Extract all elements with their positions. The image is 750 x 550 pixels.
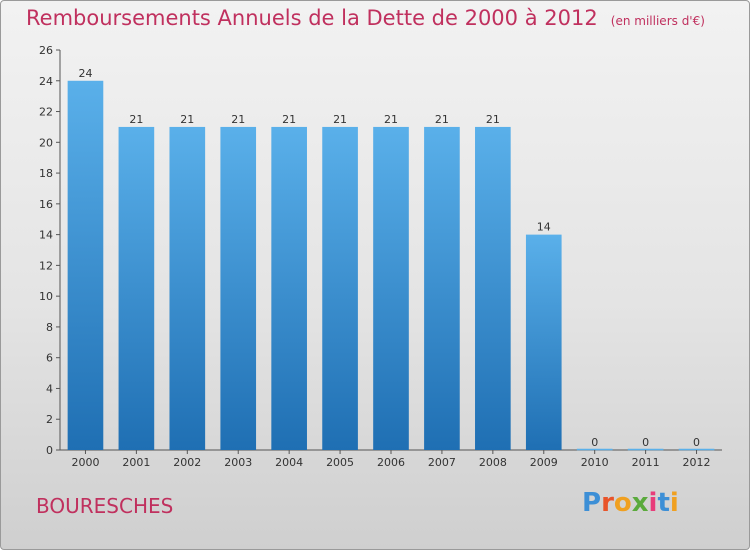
y-tick-label: 16 [39,198,53,211]
data-label: 21 [231,113,245,126]
y-tick-label: 14 [39,229,53,242]
x-tick-label: 2001 [122,456,150,469]
data-label: 21 [180,113,194,126]
bar [373,126,409,450]
x-tick-label: 2009 [530,456,558,469]
x-tick-label: 2003 [224,456,252,469]
bar [475,126,511,450]
logo-letter: i [669,488,679,518]
x-tick-label: 2012 [683,456,711,469]
logo-letter: o [613,488,632,518]
x-tick-label: 2004 [275,456,303,469]
y-tick-label: 4 [46,382,53,395]
data-label: 21 [333,113,347,126]
bar [169,126,206,450]
bar [271,126,307,450]
y-tick-label: 12 [39,259,53,272]
bar [525,234,562,450]
commune-name: BOURESCHES [36,494,174,518]
logo-letter: r [601,488,614,518]
title-text: Remboursements Annuels de la Dette de 20… [26,6,598,30]
data-label: 21 [486,113,500,126]
y-tick-label: 10 [39,290,53,303]
logo-letter: x [631,488,649,518]
logo-letter: t [657,488,670,518]
x-tick-label: 2010 [581,456,609,469]
x-tick-label: 2000 [71,456,99,469]
y-tick-label: 20 [39,136,53,149]
chart-title: Remboursements Annuels de la Dette de 20… [26,6,705,30]
bar [118,126,155,450]
data-label: 14 [537,221,551,234]
bar [322,126,358,450]
proxiti-logo: Proxiti [582,488,679,518]
data-label: 21 [384,113,398,126]
data-label: 24 [78,67,92,80]
y-tick-label: 26 [39,44,53,57]
x-tick-label: 2008 [479,456,507,469]
y-tick-label: 6 [46,352,53,365]
y-tick-label: 8 [46,321,53,334]
y-tick-label: 24 [39,75,53,88]
data-label: 21 [435,113,449,126]
y-tick-label: 18 [39,167,53,180]
unit-text: (en milliers d'€) [610,14,705,28]
x-tick-label: 2011 [632,456,660,469]
y-tick-label: 2 [46,413,53,426]
x-tick-label: 2006 [377,456,405,469]
bar [424,126,460,450]
y-tick-label: 22 [39,106,53,119]
data-label: 21 [282,113,296,126]
logo-letter: P [582,488,602,518]
y-tick-label: 0 [46,444,53,457]
x-tick-label: 2007 [428,456,456,469]
bar [220,126,257,450]
data-label: 0 [642,436,649,449]
data-label: 21 [129,113,143,126]
logo-letter: i [648,488,658,518]
x-tick-label: 2005 [326,456,354,469]
bar [67,80,104,451]
data-label: 0 [693,436,700,449]
x-tick-label: 2002 [173,456,201,469]
data-label: 0 [591,436,598,449]
